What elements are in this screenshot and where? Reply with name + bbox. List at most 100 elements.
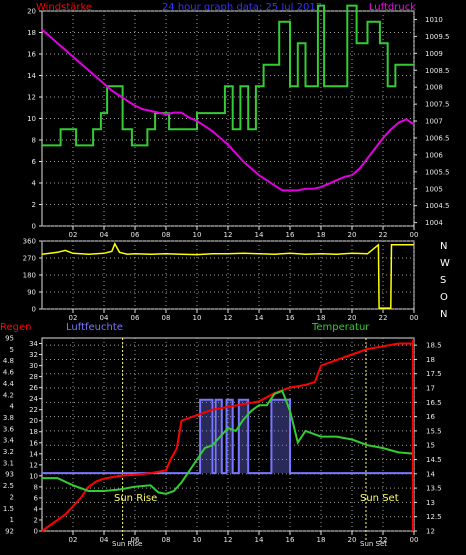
humidity-y-tick-label: 4.4	[3, 380, 15, 388]
rain-y-tick-label: 8	[34, 483, 38, 491]
temperature-series	[42, 389, 415, 495]
pressure-y-tick-label: 1007	[425, 118, 443, 126]
x-tick-label: 18	[317, 314, 326, 322]
x-tick-label: 06	[131, 314, 140, 322]
x-tick-label: 08	[162, 231, 171, 239]
wind-y-tick-label: 0	[32, 223, 36, 231]
x-tick-label: 14	[255, 536, 264, 544]
rain-y-tick-label: 20	[29, 417, 38, 425]
humidity-label: Luftfeuchte	[66, 322, 123, 333]
humidity-y-tick-label: 95	[5, 335, 14, 343]
wind-y-tick-label: 12	[27, 94, 36, 102]
x-tick-label: 14	[255, 314, 264, 322]
temperature-y-tick-label: 15.5	[426, 427, 442, 435]
x-tick-label: 20	[348, 231, 357, 239]
rain-y-tick-label: 4	[34, 505, 39, 513]
humidity-y-tick-label: 4.8	[3, 357, 14, 365]
direction-y-tick-label: 180	[23, 272, 36, 280]
temperature-y-tick-label: 16	[426, 413, 435, 421]
rain-y-tick-label: 32	[29, 351, 38, 359]
x-tick-label: 16	[286, 314, 295, 322]
sun-rise-axis-text: Sun Rise	[112, 540, 142, 548]
x-tick-label: 10	[193, 314, 202, 322]
wind-direction-series	[41, 242, 414, 309]
pressure-y-tick-label: 1007.5	[425, 101, 450, 109]
x-tick-label: 02	[69, 536, 78, 544]
pressure-y-tick-label: 1005	[425, 185, 443, 193]
temperature-y-tick-label: 12.5	[426, 513, 442, 521]
series-layer	[41, 4, 415, 532]
pressure-y-tick-label: 1009	[425, 50, 443, 58]
temperature-y-tick-label: 15	[426, 442, 435, 450]
temperature-y-tick-label: 14	[426, 470, 435, 478]
pressure-y-tick-label: 1006.5	[425, 134, 450, 142]
x-tick-label: 16	[286, 536, 295, 544]
wind-y-tick-label: 14	[27, 72, 36, 80]
x-tick-label: 00	[410, 536, 419, 544]
x-tick-label: 06	[131, 231, 140, 239]
pressure-y-tick-label: 1006	[425, 151, 443, 159]
x-tick-label: 22	[379, 314, 388, 322]
x-tick-label: 14	[255, 231, 264, 239]
humidity-y-tick-label: 1	[10, 516, 14, 524]
direction-letter-n: N	[440, 241, 447, 252]
x-tick-label: 22	[379, 231, 388, 239]
humidity-y-tick-label: 2	[10, 493, 14, 501]
x-tick-label: 20	[348, 536, 357, 544]
chart-title: 24 hour graph data: 25 Jul 2017	[162, 2, 322, 13]
rain-y-tick-label: 34	[29, 340, 38, 348]
rain-y-tick-label: 26	[29, 384, 38, 392]
x-tick-label: 10	[193, 536, 202, 544]
temperature-y-tick-label: 18	[426, 356, 435, 364]
temperature-y-tick-label: 13.5	[426, 485, 442, 493]
sun-rise-label: Sun Rise	[114, 493, 157, 504]
rain-y-tick-label: 22	[29, 406, 38, 414]
direction-y-tick-label: 90	[27, 289, 36, 297]
humidity-series	[42, 398, 414, 475]
temperature-label: Temperatur	[311, 322, 370, 333]
temperature-y-tick-label: 12	[426, 528, 435, 536]
wind-speed-label: Windstärke	[36, 2, 92, 13]
x-tick-label: 04	[100, 314, 109, 322]
humidity-spike	[271, 399, 290, 474]
wind-speed-series	[42, 4, 414, 147]
x-tick-label: 08	[162, 314, 171, 322]
direction-letter-s: S	[440, 275, 446, 286]
humidity-y-tick-label: 3.2	[3, 448, 14, 456]
rain-y-tick-label: 30	[29, 362, 38, 370]
humidity-y-tick-label: 92	[5, 528, 14, 536]
temperature-y-tick-label: 14.5	[426, 456, 442, 464]
rain-label: Regen	[0, 322, 32, 333]
humidity-y-tick-label: 3.8	[3, 414, 14, 422]
direction-letters: N W S O N	[440, 241, 450, 320]
wind-y-tick-label: 2	[32, 201, 36, 209]
pressure-series	[41, 28, 415, 192]
humidity-y-tick-label: 1.5	[3, 505, 14, 513]
temperature-y-tick-label: 17.5	[426, 370, 442, 378]
humidity-spike	[226, 399, 233, 474]
humidity-spike	[200, 399, 213, 474]
humidity-y-tick-label: 4	[10, 403, 15, 411]
rain-series	[41, 342, 414, 532]
sun-set-axis-text: Sun Set	[360, 540, 387, 548]
pressure-y-tick-label: 1008	[425, 84, 443, 92]
pressure-y-tick-label: 1004	[425, 219, 443, 227]
rain-y-tick-label: 0	[34, 528, 38, 536]
humidity-y-tick-label: 3.1	[3, 459, 14, 467]
pressure-y-tick-label: 1010	[425, 16, 443, 24]
x-tick-label: 06	[131, 536, 140, 544]
rain-y-tick-label: 12	[29, 461, 38, 469]
wind-y-tick-label: 8	[32, 137, 36, 145]
wind-y-tick-label: 16	[27, 51, 36, 59]
wind-y-tick-label: 10	[27, 115, 36, 123]
rain-y-tick-label: 6	[34, 494, 39, 502]
x-tick-label: 12	[224, 314, 233, 322]
x-tick-label: 00	[410, 231, 419, 239]
x-tick-label: 02	[69, 231, 78, 239]
humidity-y-tick-label: 93	[5, 471, 14, 479]
humidity-y-tick-label: 2.5	[3, 482, 14, 490]
pressure-y-tick-label: 1009.5	[425, 33, 450, 41]
rain-y-tick-label: 18	[29, 428, 38, 436]
